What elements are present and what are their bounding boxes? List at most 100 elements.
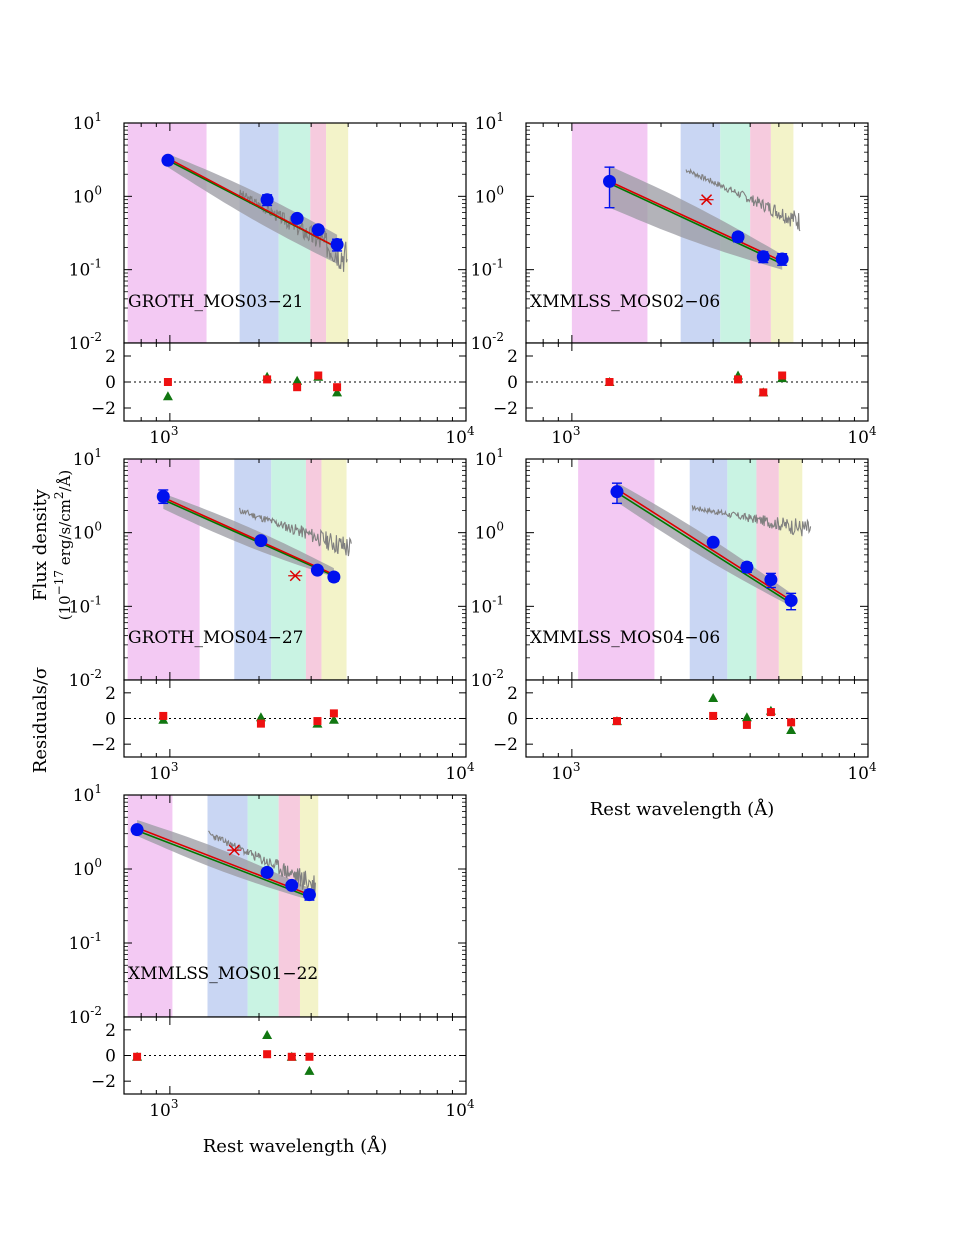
- filter-band: [756, 459, 779, 680]
- photometry-marker: [161, 153, 175, 167]
- y-tick-label: 10-1: [471, 257, 504, 281]
- x-tick-label: 103: [149, 424, 178, 448]
- residual-red-marker: [313, 717, 322, 726]
- photometry-marker: [330, 238, 344, 252]
- photometry-marker: [775, 252, 789, 266]
- model-line-green: [616, 491, 792, 604]
- photometry-point: [302, 888, 316, 902]
- residual-green-marker: [328, 714, 339, 724]
- residual-tick-label: 0: [507, 373, 518, 393]
- residual-red-marker: [333, 383, 342, 392]
- filter-band: [689, 459, 728, 680]
- photometry-marker: [603, 174, 617, 188]
- residual-red-marker: [605, 378, 614, 386]
- residual-axis-title: Residuals/σ: [30, 667, 51, 773]
- x-tick-label: 104: [847, 760, 877, 784]
- x-tick-exp: 4: [869, 424, 877, 438]
- model-line-red: [616, 488, 792, 602]
- y-tick-label: 10-1: [69, 593, 102, 617]
- y-tick-label: 10-2: [471, 330, 504, 354]
- residual-red-marker: [159, 711, 168, 720]
- y-axis-units-group: (10−17 erg/s/cm2/Å): [52, 470, 74, 621]
- y-tick-exp: -2: [492, 667, 504, 681]
- photometry-marker: [310, 563, 324, 577]
- spectrum-line: [239, 507, 352, 557]
- filter-band: [299, 795, 319, 1017]
- y-tick-label: 100: [73, 183, 102, 207]
- photometry-marker: [706, 535, 720, 549]
- y-tick-base: 10: [475, 524, 497, 544]
- spectroscopic-point: [288, 570, 303, 582]
- y-tick-exp: 1: [94, 782, 102, 796]
- filter-band: [271, 459, 306, 680]
- model-line-green: [162, 498, 335, 577]
- residual-red-marker: [612, 717, 621, 726]
- residual-red-marker: [163, 378, 172, 386]
- x-axis-title-bottom: Rest wavelength (Å): [203, 1135, 387, 1157]
- y-tick-label: 10-2: [69, 1004, 102, 1028]
- y-units-part-d: 2: [52, 491, 66, 499]
- filter-band: [770, 123, 794, 343]
- y-tick-exp: -2: [90, 330, 102, 344]
- y-tick-base: 10: [475, 450, 497, 470]
- residual-tick-label: 2: [105, 347, 116, 367]
- y-tick-base: 10: [475, 114, 497, 134]
- x-tick-exp: 4: [869, 760, 877, 774]
- residual-red-marker: [778, 371, 787, 380]
- y-tick-exp: 1: [496, 446, 504, 460]
- filter-band: [234, 459, 272, 680]
- x-tick-base: 10: [847, 428, 869, 448]
- residual-tick-label: 2: [507, 684, 518, 704]
- y-tick-label: 100: [73, 520, 102, 544]
- panel-label: XMMLSS_MOS01−22: [128, 964, 318, 984]
- spectrum-line: [691, 505, 812, 537]
- y-tick-base: 10: [73, 114, 95, 134]
- photometry-marker: [731, 230, 745, 244]
- photometry-point: [784, 592, 798, 611]
- main-plot-area: [127, 459, 352, 680]
- residual-tick-label: 0: [105, 373, 116, 393]
- filter-band: [239, 123, 279, 343]
- photometry-marker: [327, 570, 341, 584]
- x-tick-base: 10: [445, 764, 467, 784]
- photometry-point: [610, 482, 624, 505]
- y-tick-base: 10: [73, 860, 95, 880]
- photometry-point: [756, 250, 770, 264]
- photometry-point: [330, 238, 344, 252]
- residual-axis-title-group: Residuals/σ: [30, 667, 51, 773]
- y-tick-label: 101: [73, 110, 102, 134]
- residual-red-marker: [133, 1052, 142, 1061]
- y-tick-exp: -1: [492, 257, 504, 271]
- residual-green-marker: [786, 725, 797, 735]
- filter-band: [778, 459, 803, 680]
- residual-tick-label: 2: [105, 1021, 116, 1041]
- photometry-point: [311, 223, 325, 237]
- x-tick-base: 10: [149, 1101, 171, 1121]
- filter-band: [750, 123, 771, 343]
- y-tick-base: 10: [69, 934, 91, 954]
- residual-red-marker: [787, 718, 796, 727]
- y-tick-base: 10: [69, 334, 91, 354]
- residual-tick-label: 2: [105, 684, 116, 704]
- photometry-point: [740, 560, 754, 574]
- x-tick-label: 104: [445, 424, 475, 448]
- y-tick-label: 100: [475, 520, 504, 544]
- y-axis-units: (10−17 erg/s/cm2/Å): [52, 470, 74, 621]
- y-axis-title: Flux density: [30, 488, 51, 601]
- photometry-point: [603, 166, 617, 209]
- residual-red-marker: [256, 719, 265, 728]
- residual-red-marker: [305, 1052, 314, 1061]
- residual-green-marker: [304, 1065, 315, 1075]
- x-tick-label: 103: [551, 760, 580, 784]
- photometry-point: [260, 193, 274, 207]
- residual-tick-label: −2: [91, 399, 116, 419]
- y-tick-exp: 0: [94, 520, 102, 534]
- y-tick-label: 100: [475, 183, 504, 207]
- residual-green-marker: [332, 387, 343, 397]
- photometry-marker: [610, 485, 624, 499]
- panel-label: XMMLSS_MOS02−06: [530, 292, 720, 312]
- y-tick-base: 10: [73, 187, 95, 207]
